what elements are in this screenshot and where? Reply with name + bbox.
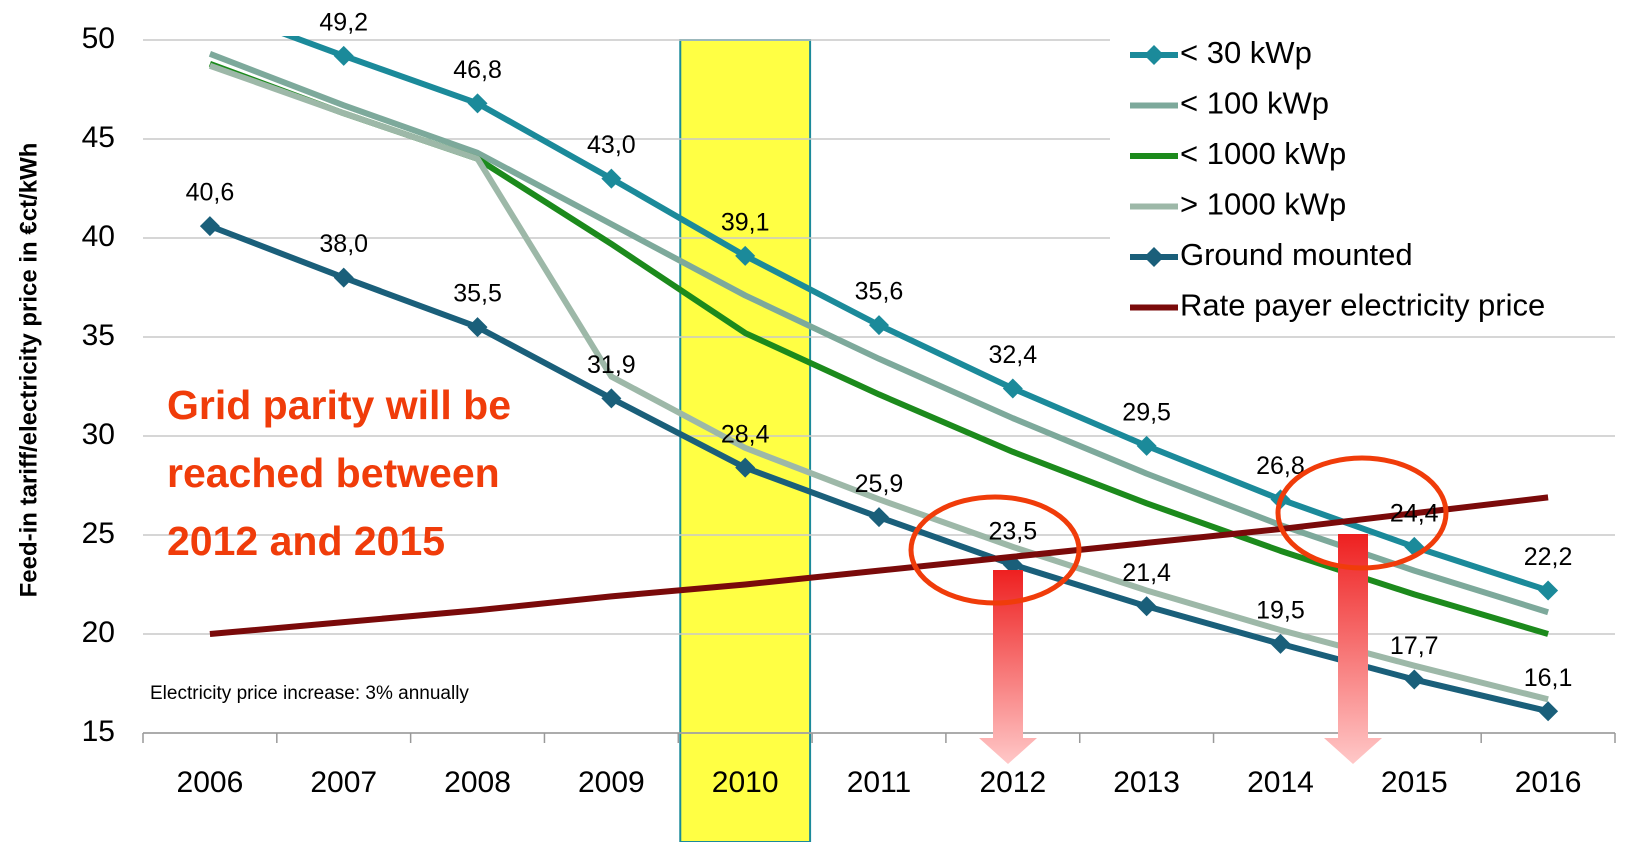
legend-label: < 30 kWp (1180, 35, 1312, 70)
marker (1270, 633, 1291, 654)
x-tick-label: 2013 (1113, 766, 1180, 799)
x-tick-label: 2006 (177, 766, 244, 799)
line (209, 494, 1549, 637)
legend-marker (1144, 45, 1164, 65)
data-label: 40,6 (186, 179, 235, 207)
data-label: 23,5 (988, 517, 1037, 545)
data-label: 25,9 (855, 470, 904, 498)
marker (333, 267, 354, 288)
marker (735, 457, 756, 478)
x-tick-label: 2009 (578, 766, 645, 799)
x-tick-label: 2014 (1247, 766, 1314, 799)
note: Electricity price increase: 3% annually (150, 683, 469, 704)
marker (1538, 580, 1559, 601)
marker (869, 315, 889, 336)
marker (200, 0, 220, 16)
legend-label: Ground mounted (1180, 237, 1413, 272)
annotation: Grid parity will be (167, 382, 511, 428)
data-label: 38,0 (319, 230, 368, 258)
circle (1275, 455, 1449, 571)
legend-label: < 100 kWp (1180, 86, 1329, 121)
arrow (1324, 534, 1382, 764)
data-label: 29,5 (1122, 399, 1171, 427)
data-label: 46,8 (453, 56, 502, 84)
y-tick-label: 45 (82, 121, 115, 154)
marker (735, 245, 756, 266)
y-tick-label: 50 (82, 22, 115, 55)
y-tick-label: 20 (82, 616, 115, 649)
data-label: 39,1 (721, 208, 770, 236)
x-tick-label: 2012 (979, 766, 1046, 799)
annotation: reached between (167, 450, 500, 496)
data-label: 28,4 (721, 420, 770, 448)
data-label: 24,4 (1390, 499, 1439, 527)
marker (1404, 669, 1425, 690)
legend-label: > 1000 kWp (1180, 187, 1346, 222)
marker (199, 216, 220, 237)
highlight-band (679, 39, 812, 842)
marker (1136, 435, 1157, 456)
y-axis-label: Feed-in tariff/electricity price in €ct/… (15, 143, 42, 598)
marker (1002, 378, 1023, 399)
parity-markers (908, 455, 1449, 764)
y-tick-label: 15 (82, 715, 115, 748)
y-tick-label: 35 (82, 319, 115, 352)
y-tick-label: 40 (82, 220, 115, 253)
data-label: 35,6 (855, 278, 904, 306)
legend-marker (1144, 247, 1164, 267)
marker (601, 168, 622, 189)
data-label: 16,1 (1524, 664, 1573, 692)
line (208, 51, 1549, 616)
arrow (979, 570, 1037, 764)
data-label: 21,4 (1122, 559, 1171, 587)
data-label: 49,2 (319, 8, 368, 36)
circle (908, 494, 1082, 606)
annotation: 2012 and 2015 (167, 518, 445, 564)
marker (869, 507, 889, 528)
x-tick-label: 2011 (847, 766, 912, 799)
legend-box (1110, 30, 1630, 330)
x-tick-label: 2016 (1515, 766, 1582, 799)
x-tick-label: 2008 (444, 766, 511, 799)
marker (1136, 596, 1157, 617)
y-tick-label: 25 (82, 517, 115, 550)
x-tick-label: 2007 (310, 766, 377, 799)
legend-label: < 1000 kWp (1180, 136, 1346, 171)
marker (333, 45, 354, 66)
data-label: 19,5 (1256, 597, 1305, 625)
marker (1538, 701, 1559, 722)
data-label: 31,9 (587, 351, 636, 379)
marker (467, 93, 488, 114)
y-tick-label: 30 (82, 418, 115, 451)
data-label: 32,4 (988, 341, 1037, 369)
data-label: 17,7 (1390, 632, 1439, 660)
x-tick-label: 2015 (1381, 766, 1448, 799)
marker (467, 317, 488, 338)
legend-label: Rate payer electricity price (1180, 288, 1545, 323)
marker (601, 388, 622, 409)
line (208, 62, 1549, 703)
data-label: 35,5 (453, 280, 502, 308)
data-label: 43,0 (587, 131, 636, 159)
data-label: 22,2 (1524, 543, 1573, 571)
x-tick-label: 2010 (712, 766, 779, 799)
